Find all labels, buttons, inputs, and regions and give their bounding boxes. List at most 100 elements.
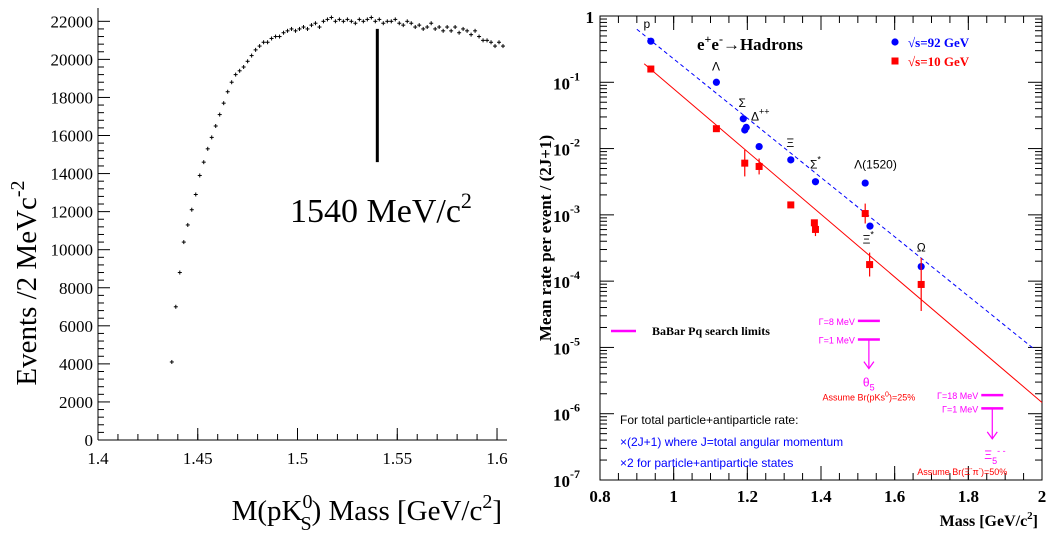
point-92gev: [712, 78, 720, 86]
left-data-point: [349, 19, 354, 24]
theta-arrow-head: [863, 361, 875, 370]
babar-legend-text: BaBar Pq search limits: [652, 324, 770, 338]
left-data-point: [297, 26, 302, 31]
left-data-point: [465, 28, 470, 33]
left-y-tick-label: 18000: [51, 88, 94, 107]
left-data-point: [205, 146, 210, 151]
left-y-tick-label: 2000: [59, 393, 93, 412]
right-y-tick-label: 10-6: [553, 401, 580, 425]
left-x-tick-label: 1.6: [486, 449, 507, 468]
left-data-point: [269, 36, 274, 41]
left-data-point: [201, 160, 206, 165]
left-data-point: [461, 26, 466, 31]
right-x-tick-label: 0.8: [589, 487, 610, 506]
point-10gev: [647, 65, 655, 73]
left-data-point: [237, 68, 242, 73]
particle-label-name: Λ(1520): [854, 157, 897, 171]
left-data-point: [301, 25, 306, 30]
xi-assume-sup2: -: [979, 466, 982, 473]
particle-label-name: Σ: [738, 96, 745, 110]
left-x-axis-label: M(pK0 S) Mass [GeV/c2]: [232, 491, 502, 533]
xi-label: Ξ5- -: [984, 446, 1005, 466]
left-data-point: [489, 40, 494, 45]
right-fit-lines: [636, 28, 1043, 403]
left-data-point: [485, 38, 490, 43]
left-y-tick-label: 4000: [59, 355, 93, 374]
left-data-point: [397, 21, 402, 26]
left-data-point: [493, 44, 498, 49]
right-x-tick-label: 1.4: [810, 487, 832, 506]
right-y-tick-base: 10: [553, 74, 570, 93]
left-data-points: [169, 15, 506, 364]
theta-assume-sup: 0: [885, 392, 889, 399]
right-y-tick-base: 10: [553, 207, 570, 226]
point-10gev: [917, 280, 925, 288]
right-y-tick-base: 10: [553, 406, 570, 425]
right-y-tick-exponent: -1: [570, 69, 580, 83]
particle-label: p: [643, 17, 650, 31]
xi-gamma-label-2: Γ=1 MeV: [942, 404, 978, 414]
left-data-point: [257, 44, 262, 49]
left-data-point: [417, 23, 422, 28]
note-line-1: For total particle+antiparticle rate:: [620, 413, 798, 427]
theta-label: θ5: [863, 376, 875, 393]
left-data-point: [305, 26, 310, 31]
left-data-point: [409, 21, 414, 26]
left-data-point: [497, 40, 502, 45]
left-data-point: [313, 21, 318, 26]
point-92gev: [861, 179, 869, 187]
point-92gev: [866, 222, 874, 230]
left-data-point: [233, 72, 238, 77]
theta-assume-end: )=25%: [889, 393, 915, 403]
particle-label-sup: *: [817, 154, 821, 164]
right-y-tick-label: 10-7: [553, 467, 580, 491]
particle-label-name: Σ: [810, 157, 817, 171]
left-data-point: [477, 34, 482, 39]
left-annotation-label: 1540 MeV/c2: [290, 188, 472, 230]
left-data-point: [293, 28, 298, 33]
legend-label-92gev: √s=92 GeV: [908, 35, 970, 50]
left-data-point: [281, 30, 286, 35]
point-10gev: [861, 210, 869, 218]
left-data-point: [377, 17, 382, 22]
legend-marker-square: [891, 57, 899, 65]
left-y-tick-label: 14000: [51, 165, 94, 184]
xi-label-sup: - -: [997, 446, 1006, 456]
left-data-point: [181, 240, 186, 245]
left-data-point: [229, 80, 234, 85]
left-y-tick-label: 0: [85, 431, 94, 450]
theta-assume-text: Assume Br(pKs: [823, 393, 886, 403]
left-data-point: [433, 26, 438, 31]
left-data-point: [445, 25, 450, 30]
right-y-tick-base: 10: [553, 472, 570, 491]
right-x-tick-label: 2: [1038, 487, 1047, 506]
left-data-point: [449, 28, 454, 33]
right-x-tick-label: 1.6: [884, 487, 905, 506]
particle-label-name: Δ: [751, 110, 759, 124]
left-data-point: [341, 19, 346, 24]
left-data-point: [177, 270, 182, 275]
left-data-point: [393, 17, 398, 22]
left-data-point: [325, 17, 330, 22]
left-y-tick-label: 10000: [51, 241, 94, 260]
left-data-point: [365, 17, 370, 22]
xi-arrow-head: [986, 431, 998, 440]
right-data-points: [647, 37, 925, 311]
left-data-point: [401, 23, 406, 28]
left-data-point: [225, 89, 230, 94]
right-y-tick-base: 10: [553, 339, 570, 358]
theta-gamma-label-2: Γ=1 MeV: [819, 335, 855, 345]
left-y-tick-label: 8000: [59, 279, 93, 298]
particle-label-name: Ξ: [863, 232, 871, 246]
right-y-tick-label: 10-2: [553, 136, 580, 160]
right-x-tick-label: 1.2: [737, 487, 758, 506]
right-y-tick-label: 10-3: [553, 202, 580, 226]
left-data-point: [289, 26, 294, 31]
left-data-point: [185, 222, 190, 227]
left-data-point: [373, 19, 378, 24]
particle-label-name: Λ: [712, 59, 720, 73]
fit-line-92gev: [636, 28, 1035, 350]
left-data-point: [457, 30, 462, 35]
